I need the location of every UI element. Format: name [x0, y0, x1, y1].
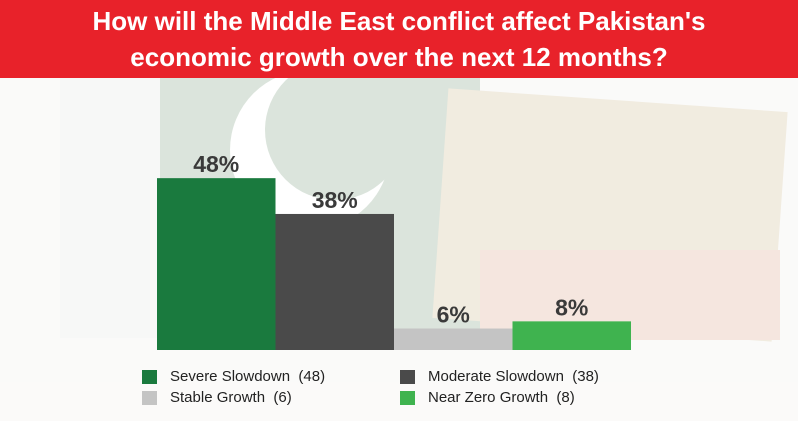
value-label: 8% [555, 294, 588, 320]
crescent-cut [265, 60, 405, 200]
chart-title: How will the Middle East conflict affect… [0, 0, 798, 78]
value-label: 48% [193, 151, 239, 177]
legend-swatch [142, 391, 157, 405]
banknote [432, 88, 788, 342]
value-label: 6% [437, 302, 470, 328]
background-fill [0, 78, 798, 421]
legend-label: Severe Slowdown (48) [170, 368, 325, 385]
value-label: 38% [312, 187, 358, 213]
background [0, 60, 798, 421]
bar [512, 321, 631, 350]
flag-stripe [60, 78, 160, 338]
legend-swatch [142, 370, 157, 384]
bar [275, 213, 394, 350]
bar [394, 328, 513, 350]
legend-swatch [400, 391, 415, 405]
legend-label: Stable Growth (6) [170, 389, 292, 406]
legend-swatch [400, 370, 415, 384]
legend-label: Moderate Slowdown (38) [428, 368, 599, 385]
legend-label: Near Zero Growth (8) [428, 389, 575, 406]
bar [157, 178, 276, 350]
